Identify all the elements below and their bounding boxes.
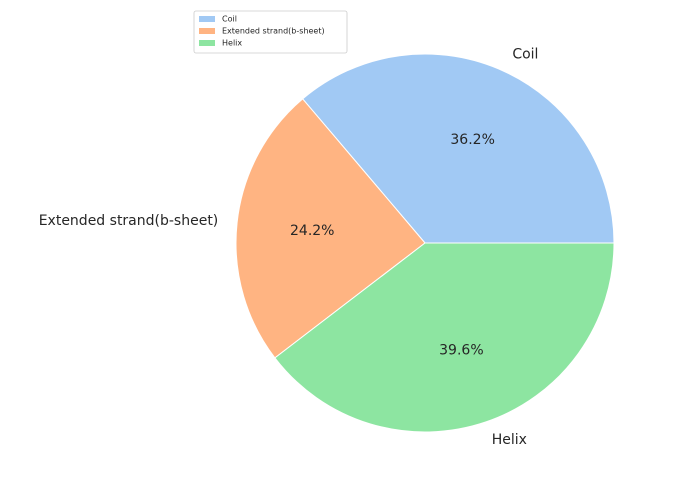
pie-slices — [235, 53, 615, 433]
legend: Coil Extended strand(b-sheet) Helix — [193, 10, 348, 54]
slice-label-coil: Coil — [512, 46, 538, 62]
legend-label-coil: Coil — [222, 15, 237, 24]
legend-swatch-coil — [199, 16, 215, 22]
pie-slice-helix — [274, 242, 615, 433]
legend-frame — [193, 10, 348, 54]
pie-slice-coil — [302, 53, 615, 244]
pie-slice-extended-strand — [235, 98, 426, 359]
pie-percent-labels: 36.2% 24.2% 39.6% — [290, 132, 495, 358]
legend-entries: Coil Extended strand(b-sheet) Helix — [199, 15, 325, 48]
slice-label-helix: Helix — [492, 432, 527, 448]
legend-swatch-extended-strand — [199, 28, 215, 34]
percent-label-extended-strand: 24.2% — [290, 223, 334, 239]
legend-swatch-helix — [199, 40, 215, 46]
legend-label-extended-strand: Extended strand(b-sheet) — [222, 27, 325, 36]
percent-label-helix: 39.6% — [439, 342, 483, 358]
pie-slice-labels: Coil Extended strand(b-sheet) Helix — [39, 46, 539, 448]
legend-label-helix: Helix — [222, 39, 242, 48]
slice-label-extended-strand: Extended strand(b-sheet) — [39, 213, 219, 229]
percent-label-coil: 36.2% — [450, 132, 494, 148]
